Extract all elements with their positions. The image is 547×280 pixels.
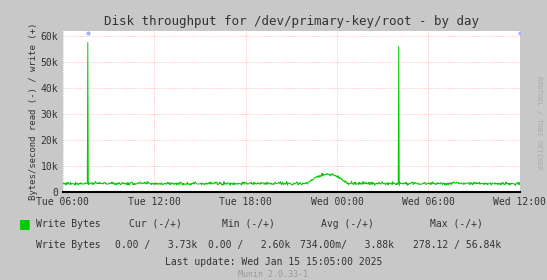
Text: Munin 2.0.33-1: Munin 2.0.33-1	[238, 270, 309, 279]
Text: Cur (-/+): Cur (-/+)	[130, 219, 182, 229]
Text: 0.00 /   3.73k: 0.00 / 3.73k	[115, 240, 197, 250]
Text: 0.00 /   2.60k: 0.00 / 2.60k	[208, 240, 290, 250]
Y-axis label: Bytes/second read (-) / write (+): Bytes/second read (-) / write (+)	[28, 23, 38, 200]
Text: Write Bytes: Write Bytes	[36, 240, 100, 250]
Title: Disk throughput for /dev/primary-key/root - by day: Disk throughput for /dev/primary-key/roo…	[104, 15, 479, 28]
Text: Write Bytes: Write Bytes	[36, 219, 100, 229]
Text: Last update: Wed Jan 15 15:05:00 2025: Last update: Wed Jan 15 15:05:00 2025	[165, 257, 382, 267]
Text: RRDTOOL / TOBI OETIKER: RRDTOOL / TOBI OETIKER	[536, 76, 542, 169]
Text: Max (-/+): Max (-/+)	[430, 219, 483, 229]
Text: Avg (-/+): Avg (-/+)	[321, 219, 374, 229]
Text: 278.12 / 56.84k: 278.12 / 56.84k	[412, 240, 501, 250]
Text: Min (-/+): Min (-/+)	[223, 219, 275, 229]
Text: ■: ■	[19, 218, 31, 230]
Text: 734.00m/   3.88k: 734.00m/ 3.88k	[300, 240, 394, 250]
